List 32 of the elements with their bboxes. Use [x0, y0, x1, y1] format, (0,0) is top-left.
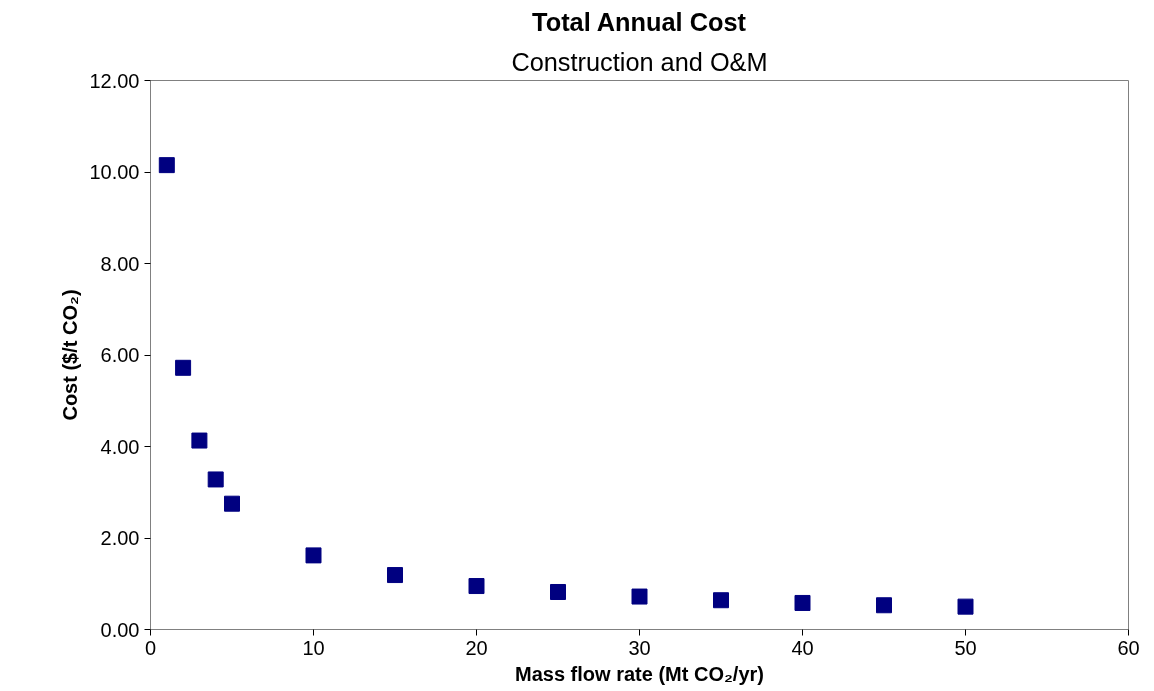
x-tick-label: 50	[954, 636, 977, 659]
point	[957, 598, 974, 615]
y-tick-label: 2.00	[100, 527, 140, 549]
point	[224, 495, 240, 512]
x-tick-label: 60	[1117, 636, 1140, 659]
y-tick-label: 8.00	[100, 252, 140, 275]
x-tick-label: 10	[302, 636, 325, 659]
point	[191, 432, 208, 449]
point	[175, 359, 192, 376]
chart-subtitle: Construction and O&M	[511, 47, 768, 76]
point	[794, 594, 811, 611]
y-axis-title: Cost ($/t CO₂)	[59, 289, 82, 421]
point	[387, 567, 403, 584]
point	[550, 583, 566, 600]
x-tick-label: 0	[144, 636, 157, 659]
point	[468, 578, 485, 595]
chart-title: Total Annual Cost	[532, 7, 747, 36]
y-tick-label: 4.00	[100, 435, 140, 458]
x-tick-label: 30	[628, 636, 651, 659]
x-tick-label: 20	[465, 636, 488, 659]
x-axis-title: Mass flow rate (Mt CO₂/yr)	[515, 662, 764, 685]
y-tick-label: 0.00	[100, 618, 140, 641]
point	[713, 592, 729, 609]
y-tick-label: 6.00	[100, 344, 140, 366]
point	[305, 547, 322, 564]
x-tick-label: 40	[791, 636, 814, 659]
y-tick-label: 10.00	[89, 161, 140, 183]
point	[207, 471, 224, 488]
y-tick-label: 12.00	[89, 69, 140, 92]
point	[631, 588, 648, 605]
point	[876, 597, 892, 614]
point	[158, 157, 175, 174]
